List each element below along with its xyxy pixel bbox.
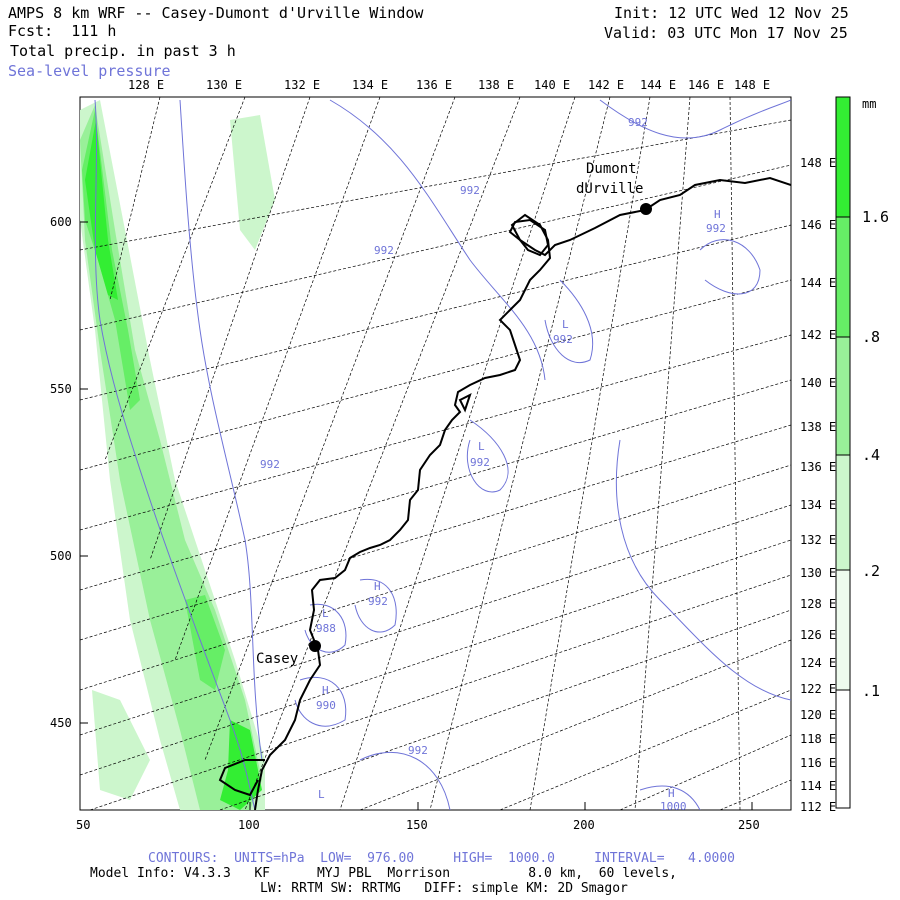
forecast-hour: Fcst: 111 h <box>8 22 117 40</box>
contour-label: 990 <box>316 699 336 712</box>
top-lon-labels: 128 E 130 E 132 E 134 E 136 E 138 E 140 … <box>128 78 770 92</box>
slp-contours <box>94 99 791 810</box>
station-label-dumont-2: dUrville <box>576 181 643 197</box>
top-lon-label: 128 E <box>128 78 164 92</box>
right-lon-label: 126 E <box>800 628 836 642</box>
latlon-grid <box>80 97 791 810</box>
overlay-name: Sea-level pressure <box>8 62 171 80</box>
top-lon-label: 138 E <box>478 78 514 92</box>
low-marker: L <box>318 788 325 801</box>
contour-label: 992 <box>460 184 480 197</box>
contour-label: 1000 <box>660 800 687 813</box>
bottom-x-label: 150 <box>406 818 428 832</box>
low-marker: L <box>478 440 485 453</box>
contour-label: 992 <box>706 222 726 235</box>
top-lon-label: 142 E <box>588 78 624 92</box>
left-y-label: 450 <box>50 716 72 730</box>
contour-label: 992 <box>374 244 394 257</box>
colorbar-unit: mm <box>862 97 876 111</box>
right-lon-label: 124 E <box>800 656 836 670</box>
right-lon-label: 114 E <box>800 779 836 793</box>
colorbar-label: 1.6 <box>862 208 889 226</box>
contour-label: 992 <box>470 456 490 469</box>
contour-label: 992 <box>553 333 573 346</box>
model-info: Model Info: V4.3.3 KF MYJ PBL Morrison 8… <box>90 866 677 881</box>
station-label-dumont: Dumont <box>586 161 637 177</box>
station-label-casey: Casey <box>256 651 298 667</box>
right-lon-label: 146 E <box>800 218 836 232</box>
high-marker: H <box>714 208 721 221</box>
top-lon-label: 134 E <box>352 78 388 92</box>
left-y-label: 500 <box>50 549 72 563</box>
top-lon-label: 132 E <box>284 78 320 92</box>
station-dot-casey <box>309 640 321 652</box>
coastline <box>218 176 791 810</box>
right-lon-label: 112 E <box>800 800 836 814</box>
top-lon-label: 146 E <box>688 78 724 92</box>
bottom-axis: 50 100 150 200 250 <box>76 802 760 832</box>
bottom-x-label: 100 <box>238 818 260 832</box>
contour-info: CONTOURS: UNITS=hPa LOW= 976.00 HIGH= 10… <box>148 851 735 866</box>
high-marker: H <box>374 580 381 593</box>
right-lon-label: 130 E <box>800 566 836 580</box>
top-lon-label: 148 E <box>734 78 770 92</box>
left-y-label: 550 <box>50 382 72 396</box>
bottom-x-label: 200 <box>573 818 595 832</box>
top-lon-label: 136 E <box>416 78 452 92</box>
right-lon-label: 140 E <box>800 376 836 390</box>
right-lon-label: 144 E <box>800 276 836 290</box>
top-lon-label: 144 E <box>640 78 676 92</box>
right-lon-label: 132 E <box>800 533 836 547</box>
field-name: Total precip. in past 3 h <box>10 42 236 60</box>
right-lon-label: 116 E <box>800 756 836 770</box>
right-lon-label: 134 E <box>800 498 836 512</box>
left-y-label: 600 <box>50 215 72 229</box>
low-marker: L <box>562 318 569 331</box>
right-lon-label: 118 E <box>800 732 836 746</box>
top-lon-label: 130 E <box>206 78 242 92</box>
right-lon-labels: 148 E 146 E 144 E 142 E 140 E 138 E 136 … <box>800 156 836 814</box>
low-marker: L <box>322 607 329 620</box>
bottom-x-label: 50 <box>76 818 90 832</box>
title: AMPS 8 km WRF -- Casey-Dumont d'Urville … <box>8 4 424 22</box>
colorbar-label: .4 <box>862 446 880 464</box>
contour-label: 988 <box>316 622 336 635</box>
station-dot-dumont <box>640 203 652 215</box>
high-marker: H <box>322 684 329 697</box>
physics-info: LW: RRTM SW: RRTMG DIFF: simple KM: 2D S… <box>260 881 628 896</box>
right-lon-label: 120 E <box>800 708 836 722</box>
right-lon-label: 138 E <box>800 420 836 434</box>
right-lon-label: 148 E <box>800 156 836 170</box>
colorbar-label: .1 <box>862 682 880 700</box>
bottom-x-label: 250 <box>738 818 760 832</box>
contour-label: 992 <box>368 595 388 608</box>
left-axis: 600 550 500 450 <box>50 215 88 730</box>
init-time: Init: 12 UTC Wed 12 Nov 25 <box>614 4 849 22</box>
valid-time: Valid: 03 UTC Mon 17 Nov 25 <box>604 24 848 42</box>
colorbar: mm 1.6 .8 .4 .2 .1 <box>835 96 889 809</box>
right-lon-label: 122 E <box>800 682 836 696</box>
top-lon-label: 140 E <box>534 78 570 92</box>
contour-label: 992 <box>408 744 428 757</box>
right-lon-label: 142 E <box>800 328 836 342</box>
right-lon-label: 136 E <box>800 460 836 474</box>
high-marker: H <box>668 787 675 800</box>
right-lon-label: 128 E <box>800 597 836 611</box>
contour-label: 992 <box>260 458 280 471</box>
contour-label: 992 <box>628 116 648 129</box>
colorbar-label: .8 <box>862 328 880 346</box>
colorbar-label: .2 <box>862 562 880 580</box>
